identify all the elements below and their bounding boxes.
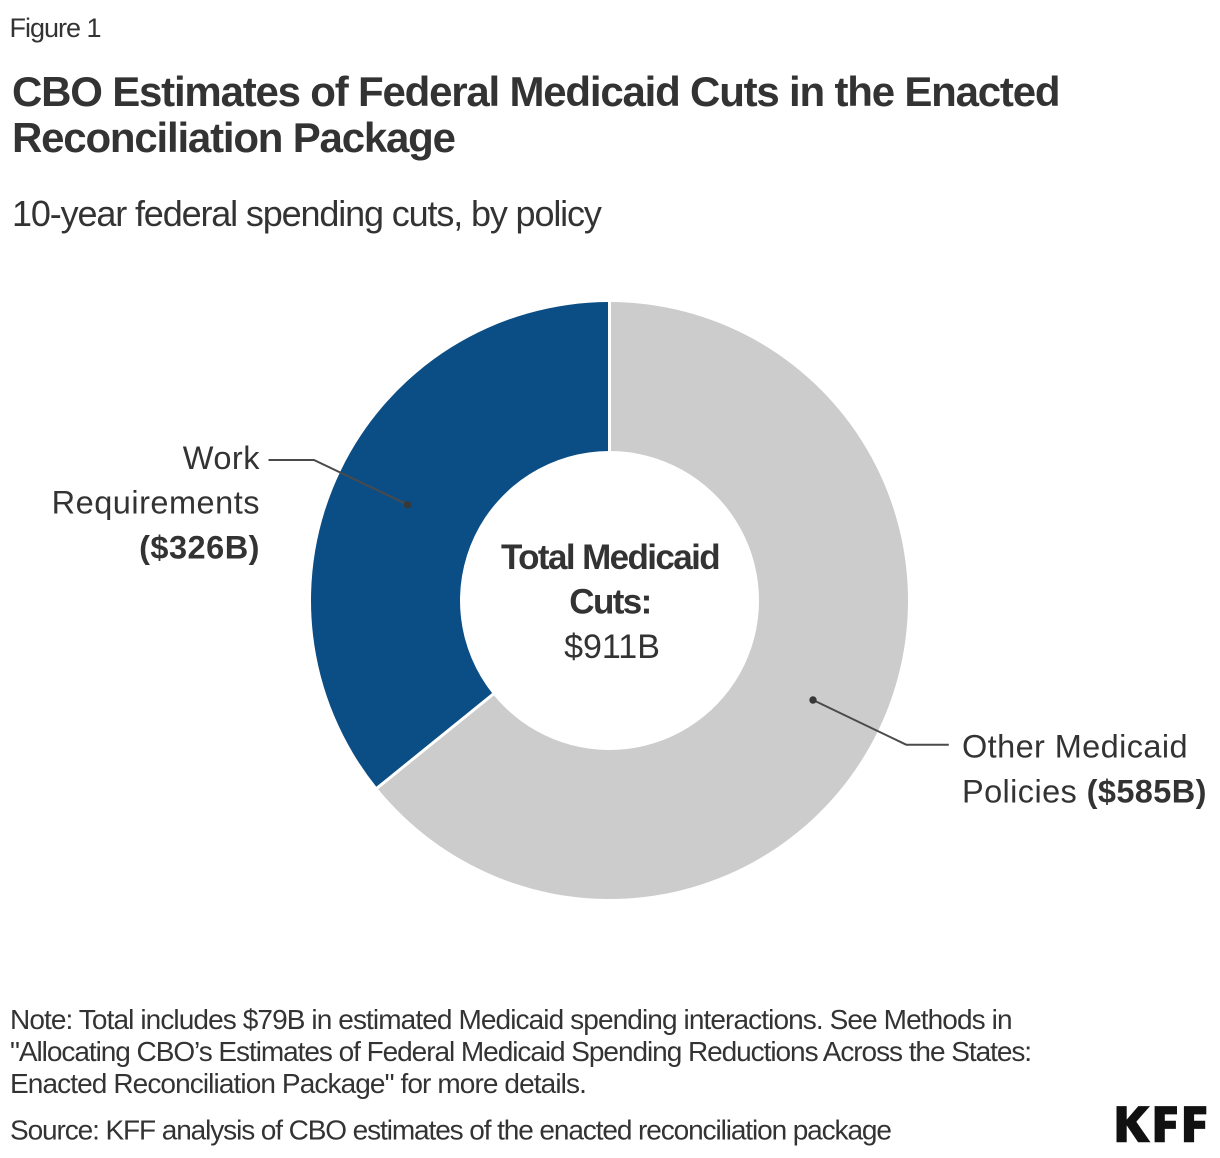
svg-text:Source: KFF analysis of CBO es: Source: KFF analysis of CBO estimates of… bbox=[10, 1115, 891, 1146]
svg-text:"Allocating CBO’s Estimates of: "Allocating CBO’s Estimates of Federal M… bbox=[10, 1036, 1031, 1067]
svg-text:CBO Estimates of Federal Medic: CBO Estimates of Federal Medicaid Cuts i… bbox=[12, 68, 1059, 115]
svg-text:Other Medicaid: Other Medicaid bbox=[962, 728, 1188, 764]
svg-text:($326B): ($326B) bbox=[139, 530, 260, 566]
svg-text:Note: Total includes $79B in e: Note: Total includes $79B in estimated M… bbox=[10, 1004, 1012, 1035]
svg-text:10-year federal spending cuts,: 10-year federal spending cuts, by policy bbox=[12, 193, 602, 234]
svg-text:Work: Work bbox=[183, 440, 260, 476]
svg-text:Reconciliation Package: Reconciliation Package bbox=[12, 114, 455, 161]
svg-text:Figure 1: Figure 1 bbox=[10, 13, 101, 43]
svg-text:Cuts:: Cuts: bbox=[569, 582, 650, 621]
svg-text:$911B: $911B bbox=[564, 628, 660, 666]
svg-text:Enacted Reconciliation Package: Enacted Reconciliation Package" for more… bbox=[10, 1068, 586, 1099]
svg-text:Policies ($585B): Policies ($585B) bbox=[962, 773, 1207, 809]
svg-text:Total Medicaid: Total Medicaid bbox=[501, 538, 719, 577]
svg-text:Requirements: Requirements bbox=[52, 485, 260, 521]
